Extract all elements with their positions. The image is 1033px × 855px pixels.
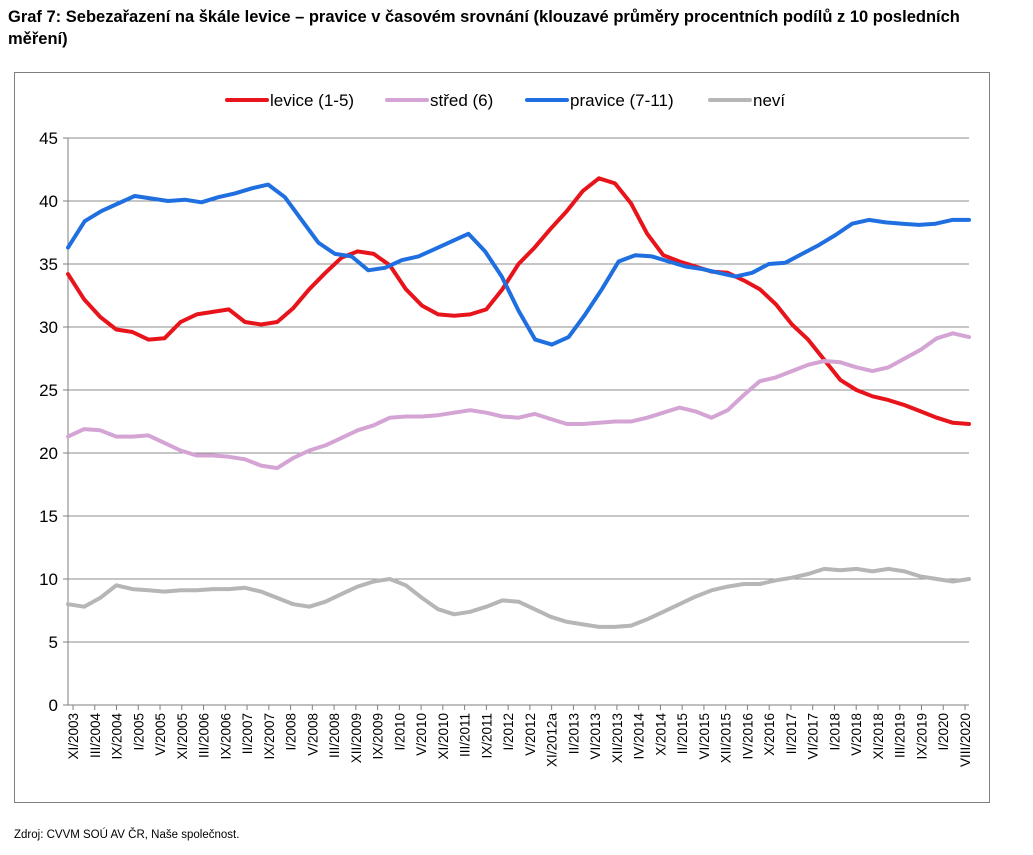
- x-tick-label: XI/2018: [871, 713, 886, 760]
- x-tick-label: V/2008: [305, 713, 320, 756]
- x-tick-label: X/2016: [762, 713, 777, 756]
- y-tick-label: 45: [39, 129, 58, 148]
- x-tick-label: IX/2007: [262, 713, 277, 760]
- x-tick-label: V/2012: [523, 713, 538, 756]
- legend: levice (1-5) střed (6) pravice (7-11) neví: [225, 91, 785, 110]
- x-tick-label: II/2017: [784, 713, 799, 754]
- x-tick-label: X/2014: [653, 713, 668, 756]
- x-tick-label: XII/2015: [719, 713, 734, 763]
- legend-label: střed (6): [430, 91, 493, 110]
- x-tick-label: IX/2011: [479, 713, 494, 759]
- y-tick-label: 30: [39, 318, 58, 337]
- legend-label: levice (1-5): [270, 91, 354, 110]
- x-tick-label: III/2019: [893, 713, 908, 758]
- x-tick-label: XI/2005: [175, 713, 190, 760]
- x-tick-label: I/2005: [131, 713, 146, 751]
- source-note: Zdroj: CVVM SOÚ AV ČR, Naše společnost.: [14, 829, 240, 841]
- x-tick-label: V/2010: [414, 713, 429, 756]
- x-tick-label: III/2008: [327, 713, 342, 758]
- y-tick-label: 40: [39, 192, 58, 211]
- x-tick-label: II/2015: [675, 713, 690, 754]
- series-lines: [66, 176, 971, 629]
- series-line-3: [66, 566, 971, 629]
- x-tick-label: I/2008: [284, 713, 299, 751]
- x-tick-label: V/2018: [849, 713, 864, 756]
- x-tick-label: III/2006: [197, 713, 212, 758]
- x-tick-label: XI/2003: [66, 713, 81, 760]
- series-line-1: [66, 331, 971, 471]
- x-tick-label: I/2010: [392, 713, 407, 751]
- x-tick-label: XII/2013: [610, 713, 625, 763]
- legend-label: neví: [753, 91, 785, 110]
- line-chart: 0 5 10 15 20 25 30 35 40 45 XI/2003 III/2004 IX/200…: [39, 91, 973, 768]
- x-tick-label: I/2012: [501, 713, 516, 751]
- y-tick-label: 5: [49, 633, 58, 652]
- x-tick-label: VI/2013: [588, 713, 603, 760]
- x-tick-label: IX/2019: [914, 713, 929, 760]
- chart-frame: 0 5 10 15 20 25 30 35 40 45 XI/2003 III/2004 IX/200…: [14, 72, 990, 803]
- x-tick-label: IX/2009: [371, 713, 386, 760]
- y-tick-label: 20: [39, 444, 58, 463]
- legend-label: pravice (7-11): [570, 91, 674, 110]
- x-tick-label: IV/2016: [740, 713, 755, 760]
- series-line-0: [66, 176, 971, 426]
- x-axis-ticks: XI/2003 III/2004 IX/2004 I/2005 V/2005 XI/200…: [66, 713, 973, 768]
- y-tick-label: 25: [39, 381, 58, 400]
- x-tick-label: IV/2014: [632, 713, 647, 760]
- x-tick-label: IX/2006: [218, 713, 233, 760]
- chart-title: Graf 7: Sebezařazení na škále levice – p…: [8, 8, 960, 48]
- x-tick-label: VI/2017: [806, 713, 821, 760]
- x-tick-label: XI/2010: [436, 713, 451, 760]
- x-tick-label: III/2004: [88, 713, 103, 759]
- x-tick-label: IX/2004: [110, 713, 125, 760]
- x-tick-label: VI/2015: [697, 713, 712, 760]
- x-tick-label: III/2011: [458, 713, 473, 757]
- x-tick-label: I/2020: [936, 713, 951, 751]
- y-axis-ticks: 0 5 10 15 20 25 30 35 40 45: [39, 129, 58, 715]
- x-tick-label: II/2007: [240, 713, 255, 754]
- series-line-2: [66, 182, 971, 347]
- y-tick-label: 10: [39, 570, 58, 589]
- x-tick-label: XII/2009: [349, 713, 364, 763]
- axes: [63, 137, 969, 710]
- y-tick-label: 15: [39, 507, 58, 526]
- gridlines: [68, 137, 969, 643]
- y-tick-label: 0: [49, 696, 58, 715]
- x-tick-label: V/2005: [153, 713, 168, 756]
- x-tick-label: XI/2012a: [545, 713, 560, 768]
- y-tick-label: 35: [39, 255, 58, 274]
- x-tick-label: VIII/2020: [958, 713, 973, 767]
- x-tick-label: II/2013: [566, 713, 581, 754]
- x-tick-label: I/2018: [827, 713, 842, 751]
